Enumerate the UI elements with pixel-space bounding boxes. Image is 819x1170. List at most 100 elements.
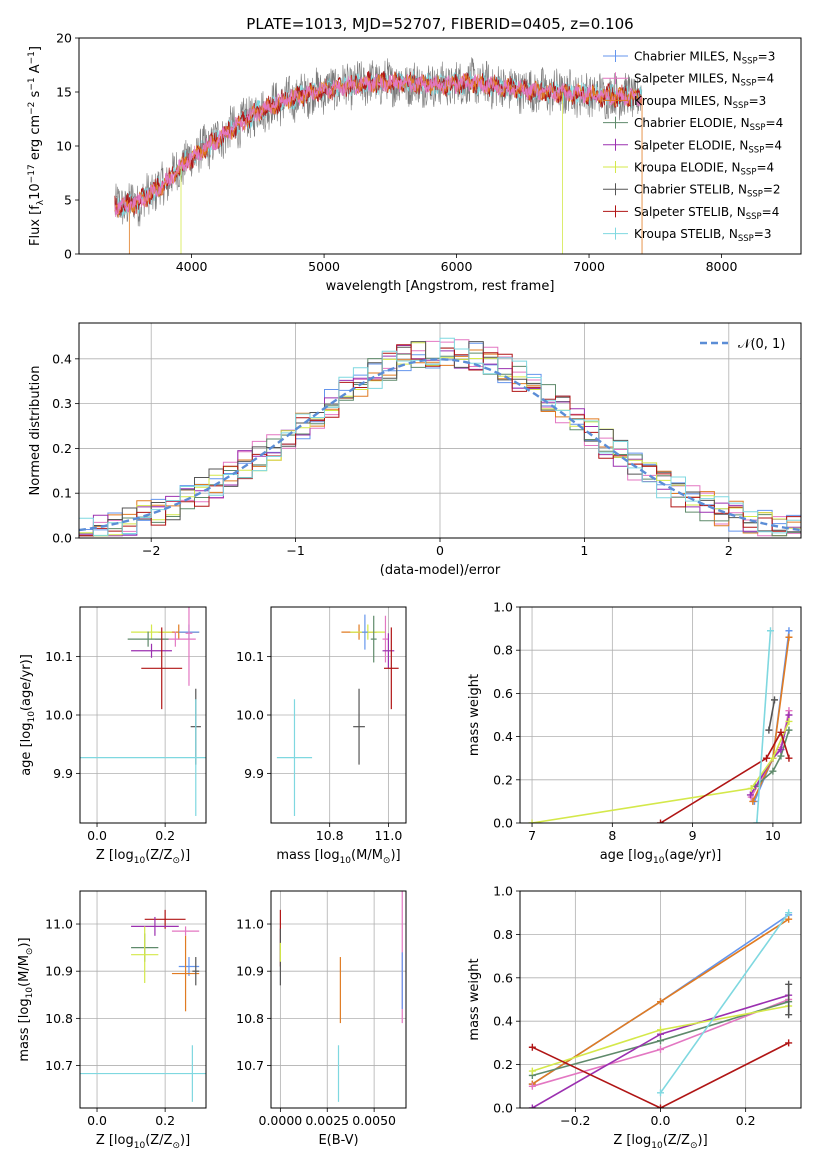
x-tick-label: 5000 <box>308 259 340 274</box>
axis-label-part: )] <box>698 1133 708 1148</box>
y-tick-label: 10 <box>56 139 72 154</box>
x-tick-label: −2 <box>142 543 160 558</box>
x-tick-label: 0.0025 <box>305 1113 349 1128</box>
y-tick-label: 0.0 <box>493 1101 513 1116</box>
y-tick-label: 0.2 <box>493 1057 513 1072</box>
mass-weight-series <box>753 627 774 823</box>
x-tick-label: 0.0050 <box>352 1113 396 1128</box>
y-tick-label: 0.2 <box>493 772 513 787</box>
axis-label-part: )] <box>180 848 190 863</box>
y-tick-label: 0.0 <box>493 816 513 831</box>
errorbar-point <box>185 607 193 686</box>
series-line <box>659 912 790 1094</box>
gaussian-curve <box>79 358 801 532</box>
errorbar-point <box>131 624 172 640</box>
legend-entry: Chabrier ELODIE, NSSP=4 <box>634 116 783 133</box>
x-tick-label: 0.0 <box>87 828 107 843</box>
y-tick-label: 0.3 <box>52 396 72 411</box>
series-line <box>768 699 776 731</box>
errorbar-point <box>383 627 399 710</box>
histogram-series <box>79 337 801 538</box>
y-tick-label: 10.9 <box>236 964 264 979</box>
errorbar-point <box>131 916 179 936</box>
series-point <box>657 1026 664 1034</box>
series-point <box>528 1067 536 1075</box>
series-point <box>746 791 754 799</box>
x-tick-label: 0.0000 <box>259 1113 303 1128</box>
legend-label: Salpeter ELODIE, N <box>634 138 748 152</box>
axis-label-part: −17 <box>27 164 37 183</box>
x-tick-label: 10.8 <box>316 828 344 843</box>
y-tick-label: 10.8 <box>45 1011 73 1026</box>
axis-label-part: 10 <box>340 856 352 866</box>
series-point <box>657 998 664 1006</box>
x-tick-label: 0.0 <box>87 1113 107 1128</box>
legend-entry: Chabrier MILES, NSSP=3 <box>634 50 775 67</box>
legend-value: =3 <box>758 50 776 64</box>
x-tick-label: 10 <box>765 828 781 843</box>
y-tick-label: 10.7 <box>45 1058 73 1073</box>
y-axis-label: Normed distribution <box>28 366 43 496</box>
legend-sub: SSP <box>748 145 764 155</box>
errorbar-point <box>276 699 313 816</box>
axis-label-part: Z [log <box>96 1133 134 1148</box>
series-point <box>785 726 793 734</box>
axis-label-part: −2 <box>27 102 37 115</box>
legend-entry: Chabrier STELIB, NSSP=2 <box>634 183 781 200</box>
series-point <box>765 726 773 734</box>
x-axis-label: Z [log10(Z/Z⊙)] <box>613 1133 707 1151</box>
series-point <box>785 1011 793 1019</box>
axis-label-part: age [log <box>19 723 34 776</box>
axis-label-part: E(B-V) <box>318 1133 358 1148</box>
errorbar-point <box>141 627 183 710</box>
legend-sub: SSP <box>733 101 749 111</box>
axis-label-part: A <box>28 64 43 77</box>
z-massweight-panel: −0.2 0.0 0.2 0.0 0.2 0.4 0.6 0.8 1.0 Z [log10(Z/Z… <box>467 884 802 1151</box>
series-point <box>777 746 785 754</box>
legend-sub: SSP <box>750 123 766 133</box>
axes-frame <box>79 890 207 1109</box>
axis-label-part: wavelength [Angstrom, rest frame] <box>326 279 555 294</box>
legend-entry: Kroupa STELIB, NSSP=3 <box>634 227 772 244</box>
y-axis-label: age [log10(age/yr)] <box>19 654 37 776</box>
series-line <box>531 721 790 823</box>
axis-label-part: mass weight <box>467 958 482 1040</box>
axis-label-part: mass weight <box>467 674 482 756</box>
mass-weight-series <box>528 1039 793 1108</box>
x-tick-label: 1 <box>580 543 588 558</box>
y-tick-label: 10.9 <box>45 964 73 979</box>
mass-weight-series <box>785 980 793 1019</box>
legend-entry: 𝒩(0, 1) <box>738 337 785 352</box>
series-point <box>785 909 793 917</box>
z-age-panel: 0.0 0.29.910.010.1Z [log10(Z/Z⊙)]age [log… <box>19 606 207 866</box>
axis-label-part: 10 <box>25 987 35 999</box>
series-point <box>785 627 793 635</box>
legend-entry: Kroupa ELODIE, NSSP=4 <box>634 161 774 178</box>
series-point <box>657 1104 664 1108</box>
x-axis-label: (data-model)/error <box>380 563 501 578</box>
y-tick-label: 0.6 <box>493 970 513 985</box>
y-tick-label: 9.9 <box>53 766 73 781</box>
series-point <box>657 1089 664 1097</box>
x-axis-label: Z [log10(Z/Z⊙)] <box>96 1133 190 1151</box>
legend-entry: Salpeter STELIB, NSSP=4 <box>634 205 779 222</box>
series-point <box>528 819 536 823</box>
mass-weight-series <box>528 717 793 823</box>
plot-area <box>279 891 403 1102</box>
errorbar-point <box>361 614 368 650</box>
chart-title: PLATE=1013, MJD=52707, FIBERID=0405, z=0… <box>246 15 633 33</box>
errorbar-point <box>192 957 200 986</box>
x-tick-label: −1 <box>286 543 304 558</box>
axes-frame <box>79 606 207 824</box>
series-point <box>747 784 755 792</box>
plot-area <box>528 909 793 1108</box>
x-tick-label: 0.2 <box>155 828 175 843</box>
model-spectrum-line <box>114 71 643 219</box>
axis-label-part: (age/yr)] <box>664 848 721 863</box>
series-line <box>660 730 790 823</box>
y-axis-label: mass weight <box>467 958 482 1040</box>
axis-label-part: Normed distribution <box>28 366 43 496</box>
y-axis-label: mass weight <box>467 674 482 756</box>
x-tick-label: 8 <box>608 828 616 843</box>
y-tick-label: 0.4 <box>52 351 72 366</box>
